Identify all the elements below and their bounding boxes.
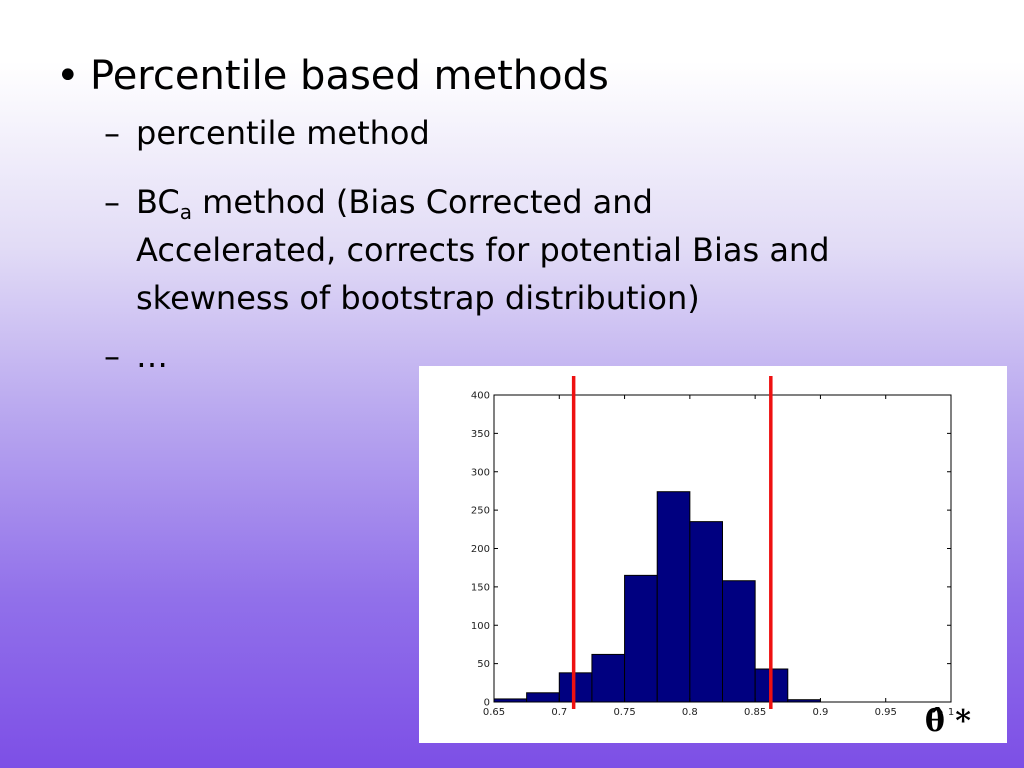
y-tick-label: 150 (471, 582, 490, 593)
dash-marker: – (104, 337, 120, 375)
x-tick-label: 0.85 (744, 707, 766, 718)
bullet-heading: Percentile based methods (90, 53, 609, 99)
x-tick-label: 0.65 (483, 707, 505, 718)
sub-item-text-block: BCa method (Bias Corrected and Accelerat… (136, 178, 830, 322)
y-tick-label: 250 (471, 506, 490, 517)
y-tick-label: 0 (484, 698, 490, 709)
histogram-svg: 0 50 100 150 200 250 300 350 400 0.65 0.7 0.75 0.8 0.… (471, 376, 954, 718)
x-tick-label: 1 (948, 707, 954, 718)
sub-item-text: percentile method (136, 114, 430, 152)
histogram-bar (526, 692, 560, 703)
y-tick-label: 400 (471, 391, 490, 402)
dash-marker: – (104, 114, 120, 152)
histogram-bar (591, 653, 626, 703)
y-tick-label: 350 (471, 429, 490, 440)
x-axis-label: θ̂ * (924, 704, 971, 739)
histogram-bar (689, 521, 724, 703)
y-tick-label: 100 (471, 621, 490, 632)
histogram-bar (787, 699, 821, 703)
bca-prefix: BC (136, 183, 180, 221)
histogram-bar (493, 698, 528, 703)
bca-line-2: Accelerated, corrects for potential Bias… (136, 231, 830, 269)
main-bullet: • Percentile based methods (56, 50, 609, 102)
sub-item-text: … (136, 337, 168, 375)
y-tick-label: 300 (471, 467, 490, 478)
histogram-bar (656, 491, 691, 703)
histogram-bar (624, 574, 658, 703)
bca-line-1: BCa method (Bias Corrected and (136, 178, 830, 226)
x-tick-label: 0.75 (613, 707, 635, 718)
x-tick-label: 0.7 (551, 707, 567, 718)
y-tick-label: 200 (471, 544, 490, 555)
bca-line-1-rest: method (Bias Corrected and (192, 183, 653, 221)
bca-subscript: a (179, 200, 192, 224)
histogram-bar (558, 672, 593, 703)
histogram-bar (722, 580, 756, 703)
x-tick-label: 0.8 (682, 707, 698, 718)
dash-marker: – (104, 183, 120, 221)
x-tick-label: 0.95 (875, 707, 897, 718)
y-tick-label: 50 (477, 659, 490, 670)
bca-line-3: skewness of bootstrap distribution) (136, 279, 700, 317)
histogram-chart: 0 50 100 150 200 250 300 350 400 0.65 0.7 0.75 0.8 0.… (419, 366, 1007, 743)
x-tick-label: 0.9 (812, 707, 828, 718)
bullet-dot: • (56, 53, 80, 99)
